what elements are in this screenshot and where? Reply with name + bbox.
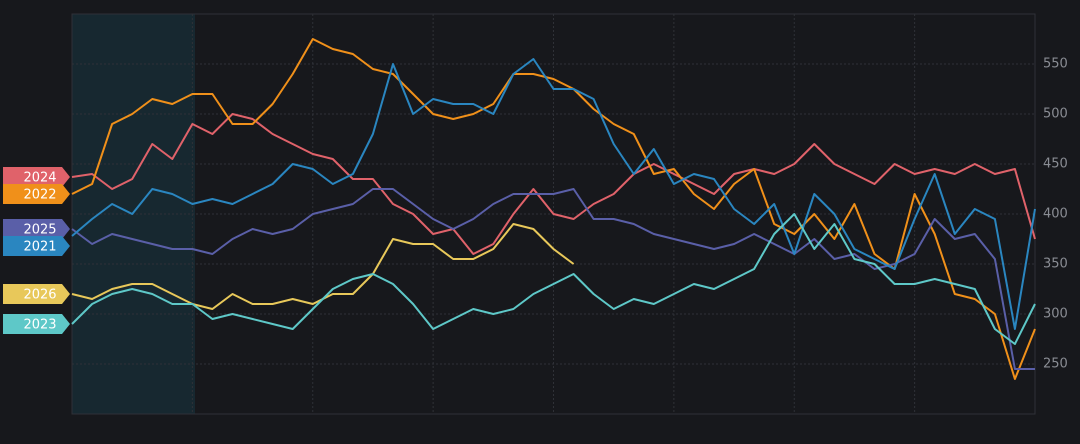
series-line xyxy=(71,38,1036,380)
y-tick-label: 350 xyxy=(1043,257,1068,272)
y-tick-label: 500 xyxy=(1043,107,1068,122)
legend-tag xyxy=(3,236,70,256)
y-tick-label: 300 xyxy=(1043,307,1068,322)
y-tick-label: 550 xyxy=(1043,57,1068,72)
series-line xyxy=(71,113,1036,255)
legend-tag xyxy=(3,219,70,239)
legend-tag xyxy=(3,284,70,304)
series-line xyxy=(71,188,1035,370)
series-line xyxy=(71,213,1036,345)
legend-tag xyxy=(3,184,70,204)
legend-label: 2022 xyxy=(23,188,56,203)
legend-label: 2023 xyxy=(23,318,56,333)
y-tick-label: 250 xyxy=(1043,357,1068,372)
legend-label: 2025 xyxy=(23,223,56,238)
y-tick-label: 400 xyxy=(1043,207,1068,222)
legend-label: 2021 xyxy=(23,240,56,255)
y-tick-label: 450 xyxy=(1043,157,1068,172)
legend-tag xyxy=(3,314,70,334)
legend-label: 2026 xyxy=(23,288,56,303)
legend-tag xyxy=(3,167,70,187)
series-line xyxy=(71,58,1036,330)
legend-label: 2024 xyxy=(23,171,56,186)
